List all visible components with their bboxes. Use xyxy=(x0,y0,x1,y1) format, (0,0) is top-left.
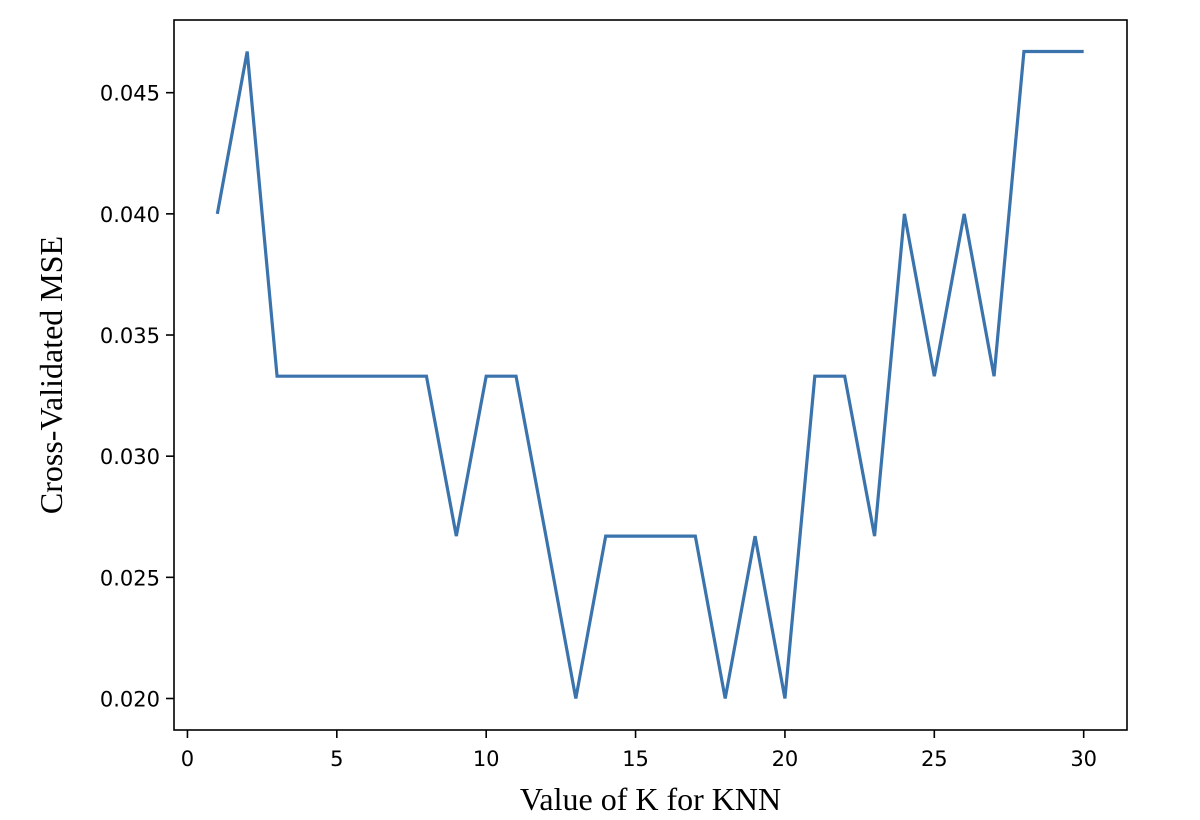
x-axis: 0 5 10 15 20 25 30 xyxy=(181,730,1097,771)
x-tick-label: 10 xyxy=(473,747,500,771)
x-tick-label: 5 xyxy=(330,747,343,771)
series-line xyxy=(215,49,1084,699)
y-tick-label: 0.030 xyxy=(100,445,160,469)
x-tick-label: 20 xyxy=(772,747,799,771)
series-layer xyxy=(215,49,1084,699)
x-tick-label: 25 xyxy=(921,747,948,771)
y-tick-label: 0.040 xyxy=(100,203,160,227)
y-axis-label: Cross-Validated MSE xyxy=(33,236,69,514)
y-tick-label: 0.025 xyxy=(100,566,160,590)
x-tick-label: 15 xyxy=(622,747,649,771)
x-tick-label: 30 xyxy=(1070,747,1097,771)
x-axis-label: Value of K for KNN xyxy=(520,781,781,817)
x-tick-label: 0 xyxy=(181,747,194,771)
y-axis: 0.020 0.025 0.030 0.035 0.040 0.045 xyxy=(100,82,174,711)
y-tick-label: 0.045 xyxy=(100,82,160,106)
plot-frame xyxy=(173,19,1128,731)
y-tick-label: 0.035 xyxy=(100,324,160,348)
y-tick-label: 0.020 xyxy=(100,687,160,711)
